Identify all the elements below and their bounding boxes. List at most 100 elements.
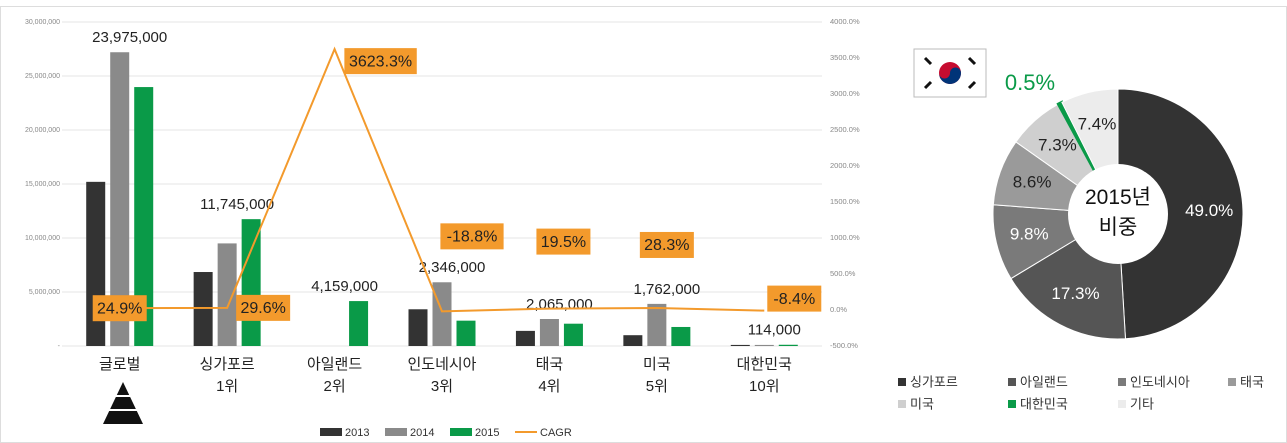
data-label: 17.3%: [1051, 284, 1099, 303]
bar: [563, 323, 583, 346]
legend-swatch: [1118, 400, 1126, 408]
pie-hole: [1068, 164, 1168, 264]
legend-swatch: [1008, 400, 1016, 408]
y2-tick-label: -500.0%: [830, 341, 858, 350]
y2-tick-label: 1500.0%: [830, 197, 860, 206]
bar: [778, 344, 798, 346]
data-label: 9.8%: [1010, 225, 1049, 244]
y-tick-label: 10,000,000: [25, 235, 60, 242]
legend-swatch: [450, 428, 472, 436]
legend-label: 미국: [910, 396, 934, 411]
data-label-box: 3623.3%: [344, 48, 417, 75]
y2-tick-label: 2000.0%: [830, 161, 860, 170]
data-label: 29.6%: [240, 300, 285, 317]
label-box: [440, 223, 504, 250]
x-tick-label: 글로벌: [99, 356, 141, 373]
data-label: 19.5%: [541, 234, 586, 251]
y-tick-label: 5,000,000: [29, 289, 60, 296]
data-label-box: -18.8%: [440, 223, 504, 250]
bar: [86, 181, 106, 346]
x-tick-label: 싱가포르 1위: [199, 356, 255, 395]
data-label: 7.4%: [1078, 115, 1117, 134]
data-label-box: 29.6%: [236, 294, 291, 321]
legend-label: 아일랜드: [1020, 374, 1068, 389]
label-box: [639, 231, 694, 258]
bar: [134, 87, 154, 346]
y-tick-label: 20,000,000: [25, 127, 60, 134]
data-label: 49.0%: [1185, 201, 1233, 220]
bar: [754, 344, 774, 346]
legend-swatch: [1228, 378, 1236, 386]
legend-label: 기타: [1130, 396, 1154, 411]
legend-label: 2013: [345, 427, 369, 439]
data-label-box: -8.4%: [767, 285, 822, 312]
legend-label: 2014: [410, 427, 434, 439]
bar: [539, 319, 559, 346]
y2-tick-label: 500.0%: [830, 269, 856, 278]
legend-label: 싱가포르: [910, 374, 958, 389]
y-tick-label: 15,000,000: [25, 181, 60, 188]
label-box: [767, 285, 822, 312]
y2-tick-label: 3500.0%: [830, 53, 860, 62]
data-label: 2,346,000: [419, 259, 486, 276]
bar: [515, 330, 535, 346]
center-label: 2015년 비중: [1084, 186, 1152, 239]
y2-tick-label: 2500.0%: [830, 125, 860, 134]
y-tick-label: 25,000,000: [25, 73, 60, 80]
legend-label: CAGR: [540, 427, 572, 439]
data-label: 24.9%: [97, 300, 142, 317]
data-label: 8.6%: [1013, 173, 1052, 192]
pyramid-icon: [103, 382, 143, 424]
data-label: 28.3%: [644, 237, 689, 254]
bar: [408, 309, 428, 346]
legend-label: 2015: [475, 427, 499, 439]
label-box: [344, 48, 417, 75]
x-tick-label: 대한민국 10위: [736, 356, 792, 395]
legend-swatch: [898, 400, 906, 408]
bar: [730, 344, 750, 346]
y-tick-label: 30,000,000: [25, 19, 60, 26]
bar: [432, 282, 452, 346]
legend-label: 대한민국: [1020, 396, 1068, 411]
y2-tick-label: 4000.0%: [830, 17, 860, 26]
label-box: [92, 295, 147, 322]
data-label: 11,745,000: [200, 196, 274, 213]
legend-label: 인도네시아: [1130, 374, 1190, 389]
x-tick-label: 미국 5위: [643, 356, 671, 395]
data-label: 4,159,000: [311, 278, 378, 295]
y-tick-label: -: [58, 343, 61, 350]
data-label: -18.8%: [447, 229, 498, 246]
pie-slice: [1117, 88, 1244, 340]
bar: [456, 320, 476, 346]
bar: [193, 272, 213, 346]
flag-icon: [913, 48, 987, 98]
bar: [349, 301, 369, 346]
label-box: [536, 228, 591, 255]
y2-tick-label: 0.0%: [830, 305, 847, 314]
data-label: 3623.3%: [349, 53, 412, 70]
data-label-box: 19.5%: [536, 228, 591, 255]
label-box: [236, 294, 291, 321]
bar: [110, 52, 130, 347]
legend-swatch: [320, 428, 342, 436]
line: [119, 46, 765, 313]
data-label: 114,000: [748, 322, 801, 339]
data-label: -8.4%: [773, 291, 815, 308]
data-label: 2,065,000: [526, 296, 593, 313]
data-label: 0.5%: [1005, 70, 1055, 95]
x-tick-label: 인도네시아 3위: [407, 356, 477, 395]
x-tick-label: 태국 4위: [535, 356, 564, 395]
bar: [241, 219, 261, 346]
legend-label: 태국: [1240, 374, 1264, 389]
y2-tick-label: 1000.0%: [830, 233, 860, 242]
bar: [671, 326, 691, 346]
legend-swatch: [898, 378, 906, 386]
y2-tick-label: 3000.0%: [830, 89, 860, 98]
data-label: 7.3%: [1038, 135, 1077, 154]
bar: [623, 335, 643, 346]
data-label: 1,762,000: [633, 281, 700, 298]
data-label: 23,975,000: [92, 29, 167, 46]
x-tick-label: 아일랜드 2위: [306, 356, 363, 395]
